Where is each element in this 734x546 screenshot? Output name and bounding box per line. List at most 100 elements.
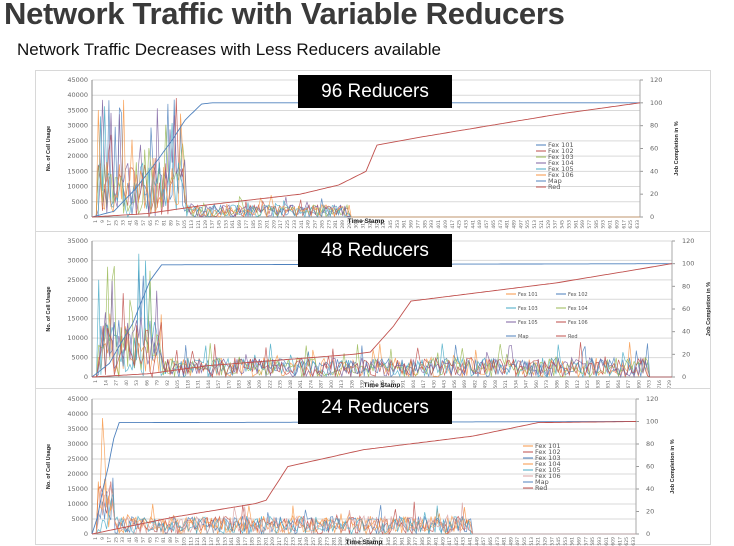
x-tick-label: 209 [270,537,276,546]
y2-tick-label: 40 [646,485,654,493]
chart-48-reducers: 0 5000 10000 15000 20000 25000 30000 35000 0 20 40… [46,237,712,389]
x-tick-label: 353 [395,220,401,229]
x-tick-label: 612 [575,380,581,389]
x-tick-label: 201 [265,220,271,229]
x-tick-label: 443 [442,380,448,389]
y2-axis-title: Job Completion in % [674,121,680,175]
x-tick-label: 305 [352,537,358,546]
x-tick-label: 593 [597,537,603,546]
y-tick-label: 0 [84,530,88,538]
x-tick-label: 425 [457,220,463,229]
x-tick-label: 353 [393,537,399,546]
x-tick-label: 81 [161,537,167,543]
x-tick-label: 153 [223,220,229,229]
y2-tick-label: 80 [650,122,658,130]
legend-item: Map [535,478,549,486]
y-tick-label: 20000 [67,470,88,478]
x-tick-label: 593 [601,220,607,229]
x-tick-label: 1 [93,220,99,223]
x-tick-label: 169 [237,220,243,229]
x-tick-label: 9 [100,537,106,540]
x-tick-label: 521 [536,537,542,546]
x-tick-label: 144 [206,380,212,389]
y2-axis-title: Job Completion in % [706,282,712,336]
chart-panel-24-reducers: 0 5000 10000 15000 20000 25000 30000 35000 40000… [35,388,711,546]
x-tick-label: 170 [226,380,232,389]
x-tick-label: 97 [175,537,181,543]
x-tick-label: 313 [339,380,345,389]
x-tick-label: 273 [325,537,331,546]
y2-tick-label: 120 [646,395,658,403]
y-tick-label: 0 [84,213,88,221]
x-tick-label: 185 [250,537,256,546]
x-tick-label: 157 [216,380,222,389]
x-tick-label: 41 [127,537,133,543]
x-tick-label: 505 [525,220,531,229]
legend-item: Map [548,177,562,185]
x-tick-label: 1 [93,380,99,383]
x-tick-label: 129 [203,220,209,229]
x-tick-label: 261 [298,380,304,389]
y-tick-label: 15000 [67,485,88,493]
legend-item: Fex 101 [518,292,538,298]
series-red [91,263,673,378]
y-tick-label: 10000 [67,183,88,191]
x-tick-label: 233 [292,220,298,229]
legend-item: Fex 103 [518,306,538,312]
y-tick-label: 40000 [67,410,88,418]
y2-tick-label: 20 [650,190,658,198]
x-tick-label: 313 [361,220,367,229]
x-tick-label: 569 [577,537,583,546]
page-subtitle: Network Traffic Decreases with Less Redu… [17,40,441,59]
x-tick-label: 33 [120,220,126,226]
x-tick-label: 57 [141,537,147,543]
x-tick-label: 561 [570,537,576,546]
x-tick-label: 81 [162,220,168,226]
x-tick-label: 9 [100,220,106,223]
x-tick-label: 265 [319,220,325,229]
x-tick-label: 257 [311,537,317,546]
x-tick-label: 289 [340,220,346,229]
x-tick-label: 505 [522,537,528,546]
y-tick-label: 20000 [67,152,88,160]
x-tick-label: 617 [621,220,627,229]
y2-tick-label: 40 [682,328,690,336]
x-tick-label: 169 [236,537,242,546]
x-tick-label: 145 [216,537,222,546]
x-tick-label: 716 [657,380,663,389]
x-tick-label: 185 [251,220,257,229]
legend-item: Fex 104 [535,460,561,468]
x-tick-label: 391 [401,380,407,389]
x-tick-label: 66 [144,380,150,386]
x-tick-label: 481 [502,537,508,546]
legend-item: Fex 104 [548,159,574,167]
x-tick-label: 25 [114,220,120,226]
series-red [91,421,636,535]
x-tick-label: 361 [399,537,405,546]
x-tick-label: 508 [493,380,499,389]
x-tick-label: 585 [590,537,596,546]
x-tick-label: 249 [306,220,312,229]
x-tick-label: 53 [134,380,140,386]
x-tick-label: 248 [288,380,294,389]
x-tick-label: 633 [635,220,641,229]
reducers-badge: 96 Reducers [298,75,452,108]
legend-item: Fex 105 [535,466,561,474]
x-tick-label: 337 [379,537,385,546]
x-tick-label: 433 [461,537,467,546]
legend-item: Fex 101 [535,442,561,450]
series-fex-106 [92,293,672,379]
x-tick-label: 65 [148,220,154,226]
x-tick-label: 113 [188,537,194,546]
legend-item: Fex 103 [548,153,574,161]
x-tick-label: 625 [628,220,634,229]
x-tick-label: 97 [175,220,181,226]
series-red [91,102,641,218]
y-axis-title: No. of Cell Usage [46,286,52,331]
legend-item: Fex 102 [568,292,588,298]
x-tick-label: 49 [134,537,140,543]
x-tick-label: 393 [429,220,435,229]
y2-tick-label: 80 [646,440,654,448]
